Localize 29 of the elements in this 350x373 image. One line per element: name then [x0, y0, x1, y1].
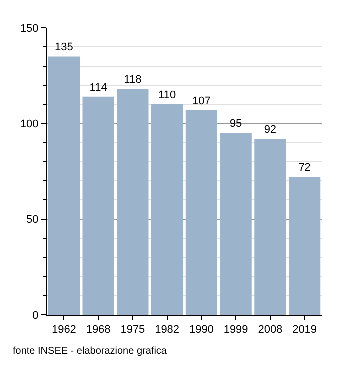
data-label: 135	[55, 42, 74, 54]
x-tick-label: 2008	[258, 324, 283, 336]
bar	[117, 89, 149, 315]
x-tick-label: 1999	[224, 324, 248, 336]
bar	[254, 138, 286, 315]
bar	[289, 177, 321, 315]
x-tick-label: 2019	[292, 324, 318, 336]
data-label: 110	[158, 90, 176, 102]
data-label: 92	[264, 124, 277, 136]
y-tick-label: 0	[32, 310, 39, 322]
data-label: 72	[298, 162, 311, 174]
data-label: 114	[90, 82, 108, 94]
x-tick-label: 1982	[155, 324, 180, 336]
bar	[220, 133, 252, 315]
x-tick-label: 1990	[189, 324, 214, 336]
data-label: 118	[124, 74, 142, 86]
x-tick-label: 1975	[120, 324, 146, 336]
y-tick-label: 50	[26, 214, 39, 226]
y-tick-label: 150	[20, 22, 39, 35]
bar	[152, 104, 184, 315]
bar	[48, 56, 80, 315]
x-tick-label: 1962	[52, 324, 76, 336]
data-label: 107	[192, 95, 211, 108]
data-label: 95	[230, 118, 242, 130]
bar	[186, 110, 218, 315]
bar	[82, 96, 114, 315]
y-tick-label: 100	[20, 118, 39, 131]
x-tick-label: 1968	[86, 324, 111, 336]
source-note: fonte INSEE - elaborazione grafica	[13, 346, 168, 357]
